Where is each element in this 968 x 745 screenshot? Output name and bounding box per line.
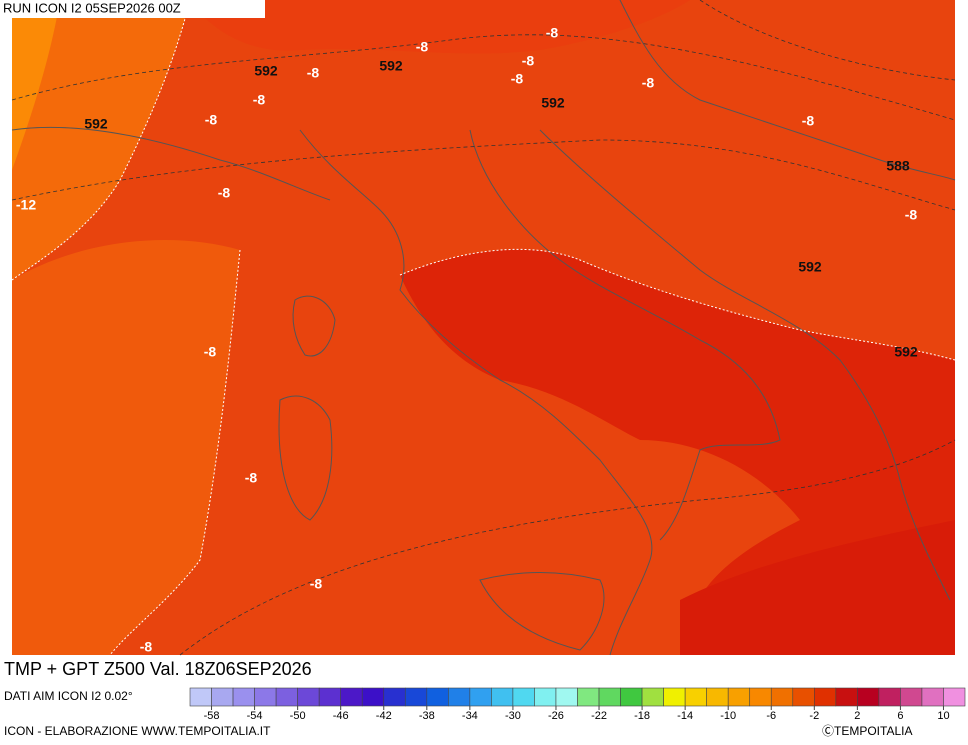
colorbar-box bbox=[297, 687, 320, 707]
colorbar-box bbox=[318, 687, 341, 707]
colorbar-box bbox=[275, 687, 298, 707]
colorbar-label: -6 bbox=[766, 710, 776, 722]
contour-label: -8 bbox=[218, 185, 231, 201]
colorbar-label: -50 bbox=[290, 710, 306, 722]
contour-label: -8 bbox=[511, 71, 524, 87]
colorbar-box bbox=[211, 687, 234, 707]
header: RUN ICON I2 05SEP2026 00Z bbox=[3, 0, 181, 15]
colorbar-box bbox=[577, 687, 600, 707]
colorbar-box bbox=[491, 687, 514, 707]
colorbar-label: -22 bbox=[591, 710, 607, 722]
colorbar-box bbox=[900, 687, 923, 707]
hot-zone bbox=[680, 520, 955, 655]
contour-label: 592 bbox=[254, 63, 278, 79]
warm-zone bbox=[12, 0, 190, 280]
colorbar-box bbox=[534, 687, 557, 707]
map: -8 -8 592 -8 592 -8 -8 -8 592 -8 592 -8 -8 588 -8 -12 -8… bbox=[11, 0, 956, 656]
colorbar-box bbox=[254, 687, 277, 707]
colorbar-box bbox=[383, 687, 406, 707]
colorbar-box bbox=[878, 687, 901, 707]
contour-label: 592 bbox=[379, 58, 403, 74]
colorbar-label: -2 bbox=[809, 710, 819, 722]
coastlines bbox=[11, 0, 956, 656]
colorbar: -58 -54 -50 -46 -42 -38 -34 -30 -26 -22 -18 -14 -10-… bbox=[189, 687, 966, 722]
colorbar-box bbox=[814, 687, 837, 707]
contour-label: -8 bbox=[522, 53, 535, 69]
source: DATI AIM ICON I2 0.02° bbox=[4, 689, 133, 703]
colorbar-box bbox=[921, 687, 944, 707]
contour-label: -8 bbox=[253, 92, 266, 108]
colorbar-box bbox=[340, 687, 363, 707]
isohypses bbox=[11, 0, 956, 656]
colorbar-label: -34 bbox=[462, 710, 478, 722]
colorbar-label: -26 bbox=[548, 710, 564, 722]
colorbar-box bbox=[469, 687, 492, 707]
contour-label: 592 bbox=[84, 116, 108, 132]
colorbar-box bbox=[792, 687, 815, 707]
contour-label: -8 bbox=[204, 344, 217, 360]
contour-label: 592 bbox=[894, 344, 918, 360]
warm-zone bbox=[12, 0, 60, 170]
isotherms bbox=[11, 0, 956, 656]
warm-zone bbox=[12, 240, 240, 655]
contour-label: -8 bbox=[642, 75, 655, 91]
colorbar-box bbox=[448, 687, 471, 707]
colorbar-box bbox=[727, 687, 751, 707]
colorbar-box bbox=[706, 687, 729, 707]
contour-label: -8 bbox=[802, 113, 815, 129]
colorbar-box bbox=[598, 687, 621, 707]
title-box bbox=[0, 657, 413, 683]
copyright: ⒸTEMPOITALIA bbox=[822, 724, 912, 738]
contour-label: 592 bbox=[541, 95, 565, 111]
colorbar-box bbox=[641, 687, 664, 707]
contour-label: 588 bbox=[886, 158, 910, 174]
colorbar-label: -58 bbox=[204, 710, 220, 722]
colorbar-box bbox=[189, 687, 212, 707]
contour-label: -8 bbox=[905, 207, 918, 223]
colorbar-box bbox=[361, 687, 385, 707]
colorbar-box bbox=[835, 687, 858, 707]
cool-zone bbox=[190, 0, 690, 54]
colorbar-label: -38 bbox=[419, 710, 435, 722]
colorbar-label: 10 bbox=[937, 710, 949, 722]
contour-label: -8 bbox=[546, 25, 559, 41]
colorbar-label: -10 bbox=[720, 710, 736, 722]
contour-label: -8 bbox=[140, 639, 153, 655]
title: TMP + GPT Z500 Val. 18Z06SEP2026 bbox=[4, 659, 312, 679]
colorbar-box bbox=[684, 687, 707, 707]
contour-label: 592 bbox=[798, 259, 822, 275]
colorbar-box bbox=[749, 687, 772, 707]
contour-label: -8 bbox=[307, 65, 320, 81]
colorbar-label: -54 bbox=[247, 710, 263, 722]
colorbar-box bbox=[770, 687, 794, 707]
colorbar-box bbox=[555, 687, 578, 707]
colorbar-box bbox=[232, 687, 255, 707]
colorbar-label: 6 bbox=[897, 710, 903, 722]
contour-label: -12 bbox=[16, 197, 36, 213]
colorbar-label: -30 bbox=[505, 710, 521, 722]
contour-label: -8 bbox=[310, 576, 323, 592]
header-box bbox=[0, 0, 265, 18]
colorbar-box bbox=[404, 687, 428, 707]
colorbar-label: -42 bbox=[376, 710, 392, 722]
colorbar-label: -14 bbox=[677, 710, 693, 722]
contour-label: -8 bbox=[416, 39, 429, 55]
colorbar-box bbox=[663, 687, 686, 707]
colorbar-label: -46 bbox=[333, 710, 349, 722]
contour-labels: -8 -8 592 -8 592 -8 -8 -8 592 -8 592 -8 -8 588 -8 -12 -8… bbox=[16, 25, 918, 655]
colorbar-box bbox=[512, 687, 535, 707]
footer: ICON - ELABORAZIONE WWW.TEMPOITALIA.IT bbox=[4, 724, 271, 738]
colorbar-box bbox=[857, 687, 880, 707]
colorbar-box bbox=[426, 687, 449, 707]
colorbar-label: 2 bbox=[854, 710, 860, 722]
contour-label: -8 bbox=[205, 112, 218, 128]
colorbar-label: -18 bbox=[634, 710, 650, 722]
colorbar-box bbox=[620, 687, 643, 707]
colorbar-box bbox=[943, 687, 966, 707]
contour-label: -8 bbox=[245, 470, 258, 486]
